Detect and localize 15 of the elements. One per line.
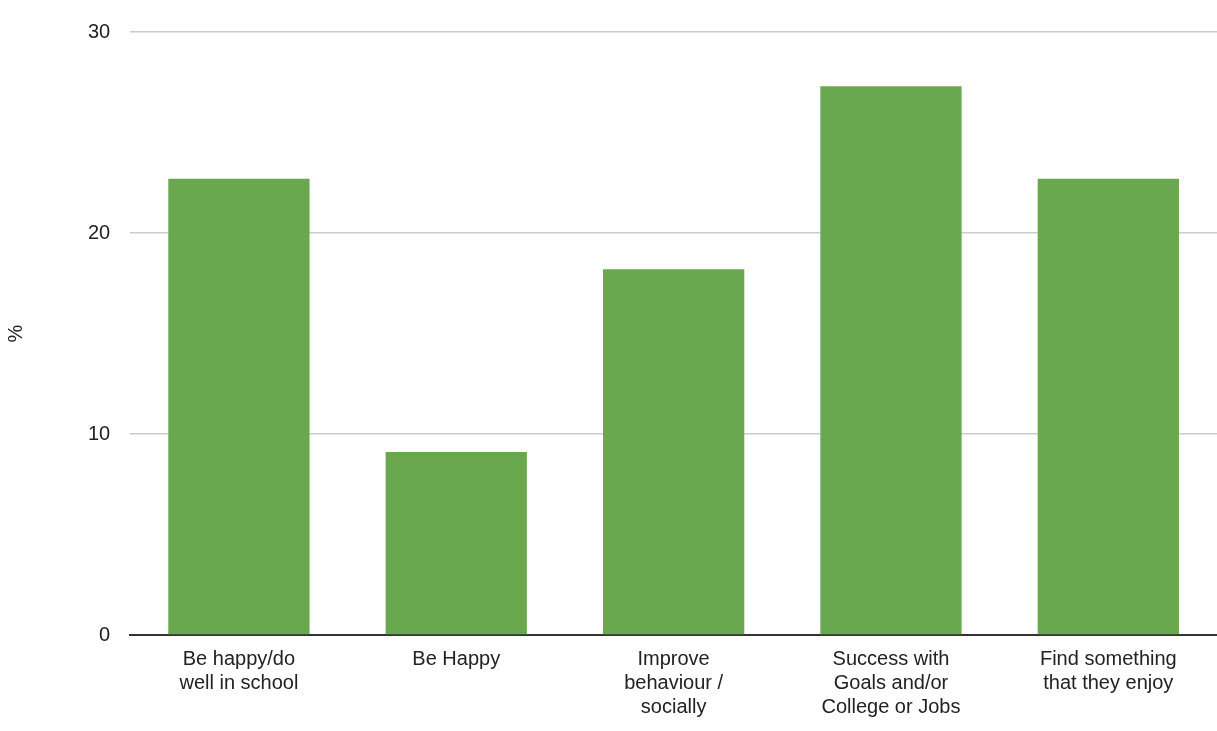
y-tick-label: 30 bbox=[88, 19, 111, 42]
y-tick-label: 10 bbox=[88, 421, 111, 444]
x-tick-label: Improve behaviour / socially bbox=[624, 646, 724, 717]
x-tick-label: Find something that they enjoy bbox=[1039, 646, 1177, 693]
y-tick-label: 20 bbox=[88, 220, 111, 243]
y-axis-title: % bbox=[3, 324, 26, 343]
bar bbox=[1037, 178, 1179, 635]
bar bbox=[602, 269, 745, 635]
x-tick-label: Be happy/do well in school bbox=[178, 646, 299, 693]
x-tick-label: Success with Goals and/or College or Jobs bbox=[821, 646, 961, 717]
x-tick-label: Be Happy bbox=[412, 646, 501, 669]
bar bbox=[820, 86, 962, 635]
y-tick-label: 0 bbox=[99, 622, 111, 645]
bar bbox=[168, 178, 310, 635]
bar bbox=[385, 452, 527, 635]
